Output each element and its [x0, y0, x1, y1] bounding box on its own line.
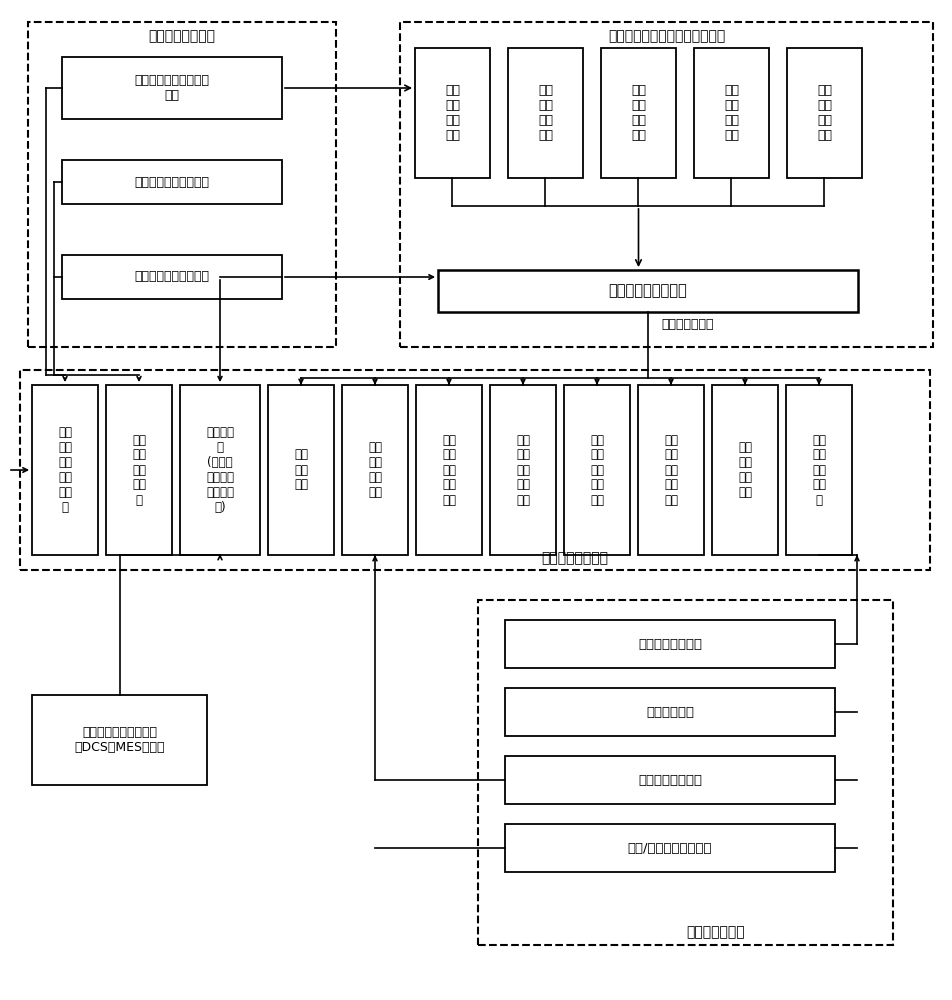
Text: 增、删、查、改: 增、删、查、改	[661, 318, 713, 332]
Text: 矢量
工艺
流程
图静
态文
件: 矢量 工艺 流程 图静 态文 件	[58, 426, 72, 514]
Text: 系统参数设置模块: 系统参数设置模块	[637, 774, 702, 786]
Text: 设备
基本
信息
数据
库表: 设备 基本 信息 数据 库表	[442, 434, 455, 506]
Bar	[505, 756, 834, 804]
Bar	[786, 48, 862, 178]
Bar	[414, 48, 489, 178]
Text: 流程图和设备信息交互
模块: 流程图和设备信息交互 模块	[134, 74, 209, 102]
Bar	[438, 270, 857, 312]
Text: 数据库及数据文件: 数据库及数据文件	[541, 551, 608, 565]
Text: 流程图交互子系统: 流程图交互子系统	[149, 29, 215, 43]
Bar	[416, 385, 482, 555]
Text: 实时数据
库
(设备运
行状态信
息数据库
表): 实时数据 库 (设备运 行状态信 息数据库 表)	[206, 426, 234, 514]
Bar	[564, 385, 629, 555]
Bar	[20, 370, 929, 570]
Text: 设备
故障
信息
数据
库表: 设备 故障 信息 数据 库表	[515, 434, 529, 506]
Text: 数据库访问控制模块: 数据库访问控制模块	[608, 284, 686, 298]
Bar	[180, 385, 260, 555]
Text: 配置管理子系统: 配置管理子系统	[685, 925, 744, 939]
Bar	[32, 385, 98, 555]
Text: 权限管理模块: 权限管理模块	[645, 706, 693, 718]
Text: 用户信息管理模块: 用户信息管理模块	[637, 638, 702, 650]
Bar	[507, 48, 583, 178]
Bar	[711, 385, 777, 555]
Bar	[785, 385, 851, 555]
Text: 用户
及权
限数
据库
表: 用户 及权 限数 据库 表	[811, 434, 825, 506]
Bar	[637, 385, 704, 555]
Text: 基本
信息
管理
模块: 基本 信息 管理 模块	[445, 84, 460, 142]
Bar	[32, 695, 207, 785]
Bar	[693, 48, 768, 178]
Text: 流程图绘制及管理模块: 流程图绘制及管理模块	[134, 176, 209, 188]
Bar	[505, 620, 834, 668]
Bar	[268, 385, 333, 555]
Text: 备份/还原系统数据模块: 备份/还原系统数据模块	[627, 842, 711, 854]
Bar	[601, 48, 675, 178]
Text: 设备运行状态采集系统
（DCS或MES系统）: 设备运行状态采集系统 （DCS或MES系统）	[74, 726, 165, 754]
Text: 操作
日志
文件: 操作 日志 文件	[293, 448, 307, 491]
Bar	[400, 22, 932, 347]
Bar	[62, 57, 282, 119]
Text: 维修
信息
管理
模块: 维修 信息 管理 模块	[630, 84, 645, 142]
Bar	[106, 385, 171, 555]
Text: 矢量
图元
库静
态文
件: 矢量 图元 库静 态文 件	[132, 434, 146, 506]
Text: 故障
信息
管理
模块: 故障 信息 管理 模块	[538, 84, 552, 142]
Text: 设备
维修
信息
数据
库表: 设备 维修 信息 数据 库表	[589, 434, 604, 506]
Bar	[62, 160, 282, 204]
Bar	[505, 688, 834, 736]
Bar	[505, 824, 834, 872]
Bar	[62, 255, 282, 299]
Text: 备件
信息
管理
模块: 备件 信息 管理 模块	[816, 84, 831, 142]
Text: 系统
参数
配置
文件: 系统 参数 配置 文件	[367, 441, 382, 499]
Bar	[478, 600, 892, 945]
Bar	[28, 22, 336, 347]
Text: 设备全生命周期设备管理子系统: 设备全生命周期设备管理子系统	[607, 29, 724, 43]
Bar	[489, 385, 555, 555]
Text: 设备实时状态监控模块: 设备实时状态监控模块	[134, 270, 209, 284]
Text: 维护
信息
管理
模块: 维护 信息 管理 模块	[724, 84, 738, 142]
Text: 设备
维护
信息
数据
库表: 设备 维护 信息 数据 库表	[664, 434, 677, 506]
Text: 备件
信息
数据
库表: 备件 信息 数据 库表	[737, 441, 751, 499]
Bar	[342, 385, 407, 555]
